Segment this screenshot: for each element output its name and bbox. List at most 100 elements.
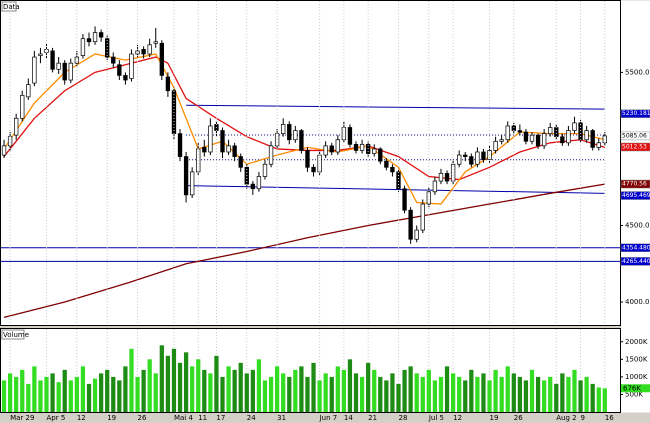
volume-bar (457, 376, 462, 412)
y-tick-label: 2000K (625, 338, 648, 346)
candle-body (335, 139, 340, 153)
candle-body (111, 56, 116, 64)
candle-body (281, 124, 286, 134)
candle-body (123, 75, 128, 81)
candle-body (68, 62, 73, 81)
volume-bar (475, 376, 480, 412)
price-label-box (620, 131, 650, 141)
candle-body (141, 49, 146, 55)
volume-bar (171, 348, 177, 412)
price-label: 5230.1810 (622, 110, 650, 117)
volume-bar (38, 380, 43, 412)
panel-tag (1, 329, 25, 340)
candle-body (572, 122, 577, 131)
volume-bar (105, 369, 110, 412)
candle-body (1, 145, 7, 156)
candle-body (117, 64, 122, 76)
volume-bar (542, 380, 547, 412)
volume-bar (190, 366, 195, 412)
x-tick-label: 17 (216, 414, 225, 422)
volume-bar (554, 383, 559, 412)
candle-body (202, 147, 207, 153)
volume-bar (341, 369, 347, 412)
candle-body (250, 183, 256, 190)
volume-bar (250, 369, 255, 412)
volume-bar (20, 369, 25, 412)
candle-body (426, 191, 432, 205)
volume-bar (214, 355, 219, 412)
volume-bar (359, 376, 365, 412)
volume-bar (493, 369, 498, 412)
candle-body (578, 122, 583, 141)
volume-bar (232, 369, 237, 412)
volume-bar (92, 378, 98, 412)
candle-body (147, 44, 152, 55)
volume-bar (578, 380, 583, 412)
candle-body (183, 156, 189, 196)
volume-bar (511, 373, 516, 412)
candle-body (396, 171, 401, 190)
axis-area (621, 0, 650, 413)
candle-body (98, 32, 104, 38)
candle-body (189, 171, 195, 196)
price-label: 5012.53 (622, 144, 647, 151)
price-panel (0, 0, 621, 326)
moving-average (3, 56, 606, 181)
candle-body (390, 166, 395, 173)
candle-body (329, 145, 334, 153)
candle-body (50, 50, 55, 70)
volume-bar (299, 366, 304, 412)
volume-bar (153, 373, 158, 412)
x-tick-label: Jun 7 (319, 414, 338, 422)
volume-bar (256, 359, 262, 412)
candle-body (256, 176, 262, 190)
candle-body (457, 154, 462, 165)
candle-body (74, 56, 80, 64)
volume-bar (426, 369, 431, 412)
volume-bar (56, 382, 61, 412)
volume-bar (505, 366, 510, 412)
volume-bar (281, 373, 286, 412)
candle-body (299, 130, 304, 151)
x-tick-label: 31 (277, 414, 286, 422)
volume-bar (62, 369, 67, 412)
volume-bar (50, 373, 55, 412)
candle-body (444, 173, 450, 182)
candle-body (560, 136, 565, 144)
candle-body (56, 62, 61, 70)
candle-body (159, 42, 164, 76)
candle-body (378, 148, 383, 162)
y-tick-label: 1500K (625, 355, 648, 363)
volume-bar (208, 373, 213, 412)
price-label-box (620, 243, 650, 253)
volume-bar (177, 362, 183, 412)
candle-body (7, 136, 13, 147)
volume-bar (572, 369, 577, 412)
candle-body (499, 139, 504, 142)
candle-body (493, 140, 498, 151)
volume-bar (26, 383, 31, 412)
price-label-box (620, 191, 650, 200)
volume-bar (226, 366, 231, 412)
volume-bar (293, 369, 298, 412)
x-tick-label: Jul 5 (428, 414, 444, 422)
candle-body (26, 84, 31, 98)
trend-line (186, 104, 605, 110)
volume-bar (602, 388, 607, 412)
volume-bar (523, 380, 529, 412)
candle-body (92, 32, 98, 43)
x-tick-label: 21 (368, 414, 377, 422)
price-title: Data (3, 3, 20, 11)
x-tick-label: Mar 29 (10, 414, 34, 422)
volume-bar (274, 366, 280, 412)
volume-bar (463, 380, 468, 412)
volume-bar (220, 376, 225, 412)
candle-body (347, 127, 353, 145)
volume-bar (317, 380, 322, 412)
candle-body (80, 38, 86, 56)
volume-bar (450, 373, 456, 412)
volume-bar (366, 362, 371, 412)
volume-bar (596, 387, 601, 412)
volume-bar (196, 359, 201, 412)
